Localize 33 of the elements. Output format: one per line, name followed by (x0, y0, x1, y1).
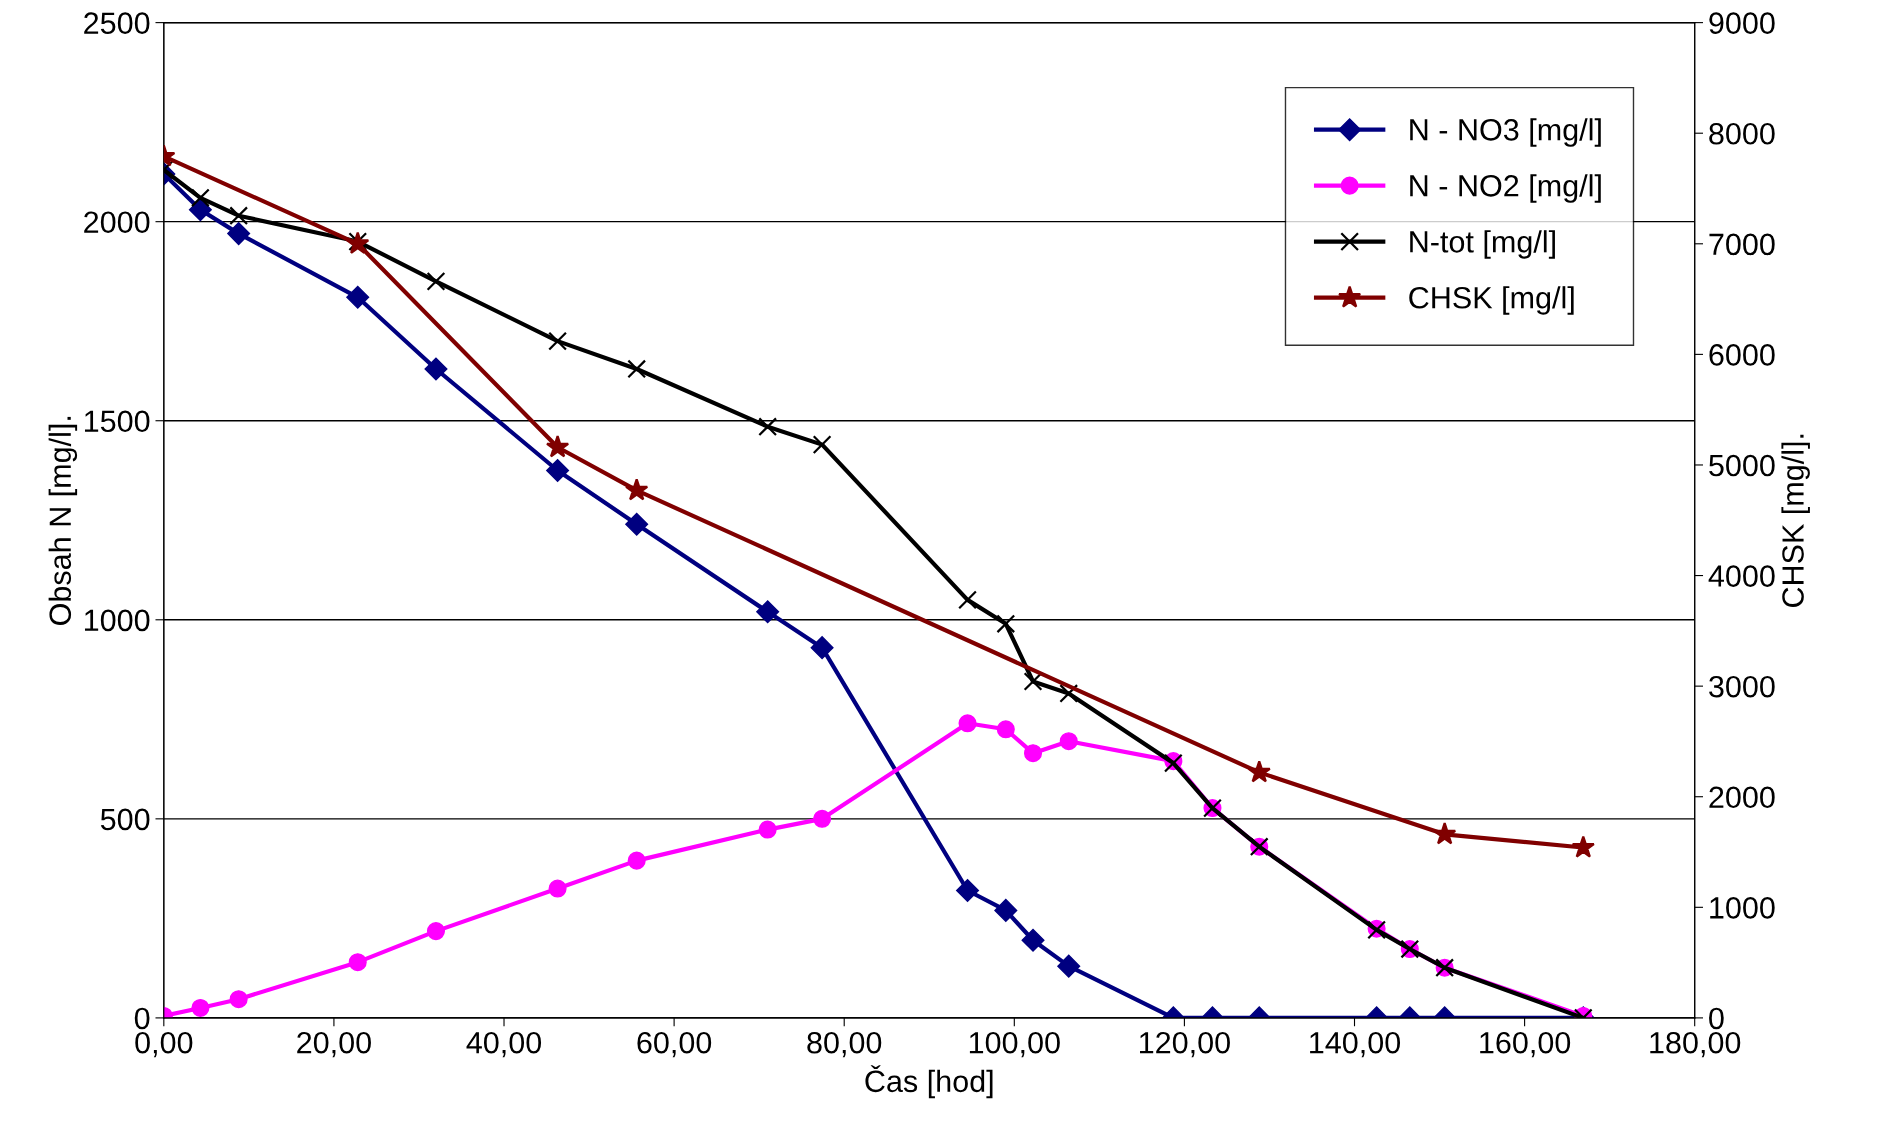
x-tick-label: 60,00 (637, 1031, 712, 1058)
x-tick-label: 100,00 (969, 1031, 1060, 1058)
y-tick-label: 500 (100, 808, 150, 831)
y-tick-label: 1500 (84, 410, 150, 433)
legend-label: N - NO3 [mg/l] (1410, 118, 1601, 147)
y2-axis-title: CHSK [mg/l]. (1781, 434, 1810, 607)
x-tick-label: 0,00 (135, 1031, 193, 1058)
x-tick-label: 80,00 (807, 1031, 882, 1058)
y-tick-label: 1000 (84, 609, 150, 632)
x-tick-label: 40,00 (466, 1031, 542, 1058)
legend-label: CHSK [mg/l] (1409, 286, 1574, 315)
y-tick-label: 0 (134, 1007, 150, 1030)
x-tick-label: 180,00 (1650, 1031, 1741, 1058)
y-tick-label: 2500 (84, 12, 150, 34)
y2-tick-label: 6000 (1709, 344, 1775, 366)
x-axis-title: Čas [hod] (865, 1065, 993, 1099)
y2-tick-label: 2000 (1709, 786, 1775, 809)
y2-tick-label: 5000 (1709, 454, 1775, 477)
y2-tick-label: 8000 (1709, 122, 1775, 145)
x-tick-label: 160,00 (1480, 1031, 1571, 1058)
y-axis-title: Obsah N [mg/l]. (48, 416, 78, 625)
x-tick-label: 20,00 (297, 1031, 371, 1058)
x-tick-label: 120,00 (1140, 1031, 1230, 1058)
x-tick-label: 140,00 (1310, 1031, 1401, 1058)
y2-tick-label: 7000 (1709, 233, 1775, 256)
y2-tick-label: 1000 (1710, 897, 1775, 919)
y-tick-label: 2000 (84, 211, 150, 234)
legend-label: N - NO2 [mg/l] (1410, 174, 1601, 203)
y2-tick-label: 9000 (1709, 12, 1775, 34)
y2-tick-label: 3000 (1709, 675, 1775, 698)
y2-tick-label: 0 (1709, 1007, 1724, 1030)
legend-label: N-tot [mg/l] (1410, 230, 1555, 259)
y2-tick-label: 4000 (1708, 565, 1775, 587)
